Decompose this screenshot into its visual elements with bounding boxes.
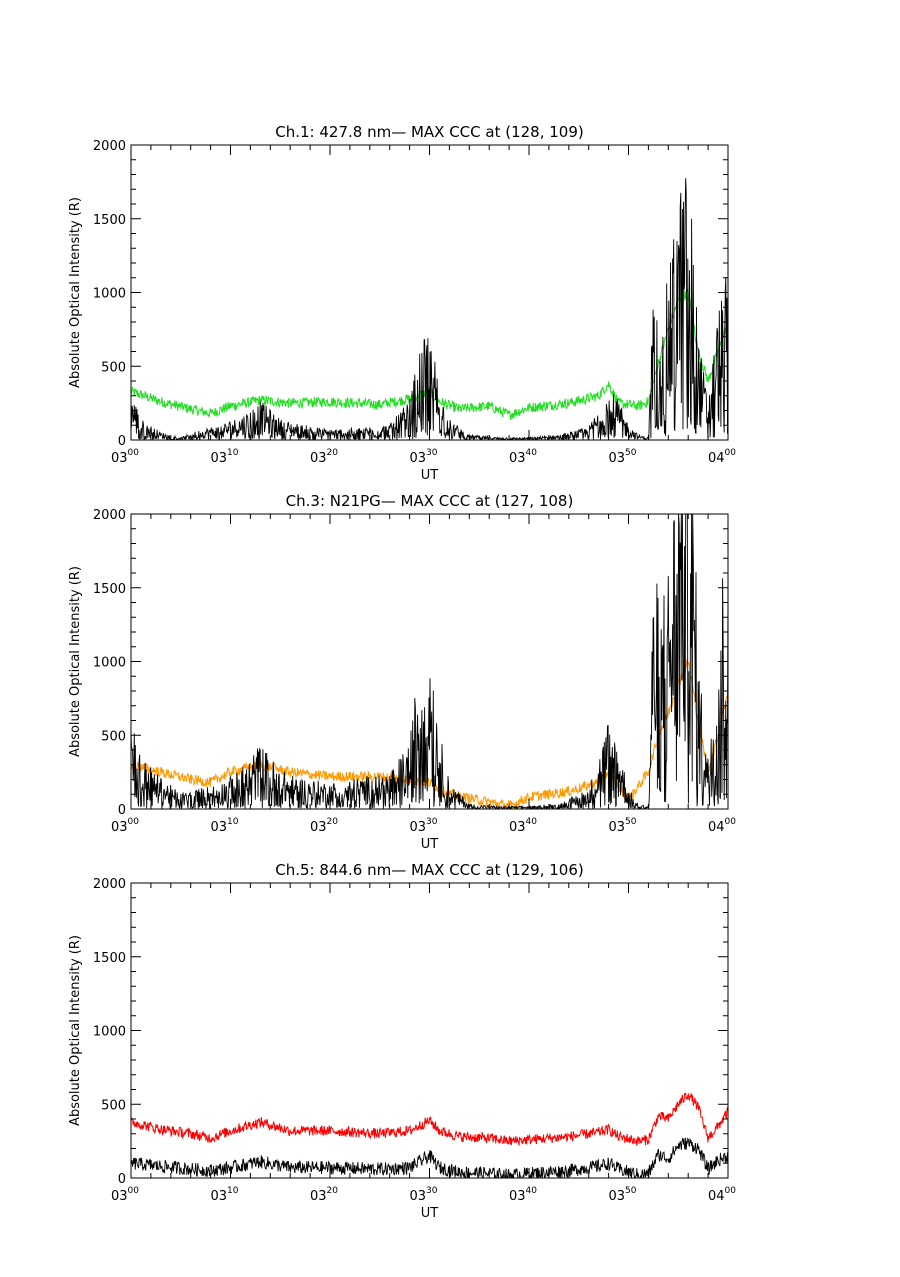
x-tick-label: 0340 [509, 817, 537, 835]
x-tick-label: 0310 [211, 1186, 239, 1204]
x-tick-hour: 03 [410, 451, 427, 466]
y-tick-label: 500 [101, 1098, 126, 1113]
x-tick-minute: 00 [725, 448, 737, 458]
x-tick-hour: 03 [211, 820, 228, 835]
x-tick-hour: 03 [509, 820, 526, 835]
y-tick-label: 1000 [93, 656, 126, 671]
x-tick-hour: 03 [310, 820, 327, 835]
plot-frame [130, 513, 729, 810]
y-tick-label: 2000 [93, 877, 126, 892]
x-tick-hour: 03 [111, 451, 128, 466]
x-tick-minute: 10 [227, 1186, 239, 1196]
x-tick-label: 0310 [211, 817, 239, 835]
y-tick-label: 500 [101, 360, 126, 375]
x-tick-label: 0330 [410, 1186, 438, 1204]
x-tick-label: 0330 [410, 817, 438, 835]
x-tick-hour: 04 [708, 1189, 725, 1204]
x-tick-label: 0400 [708, 448, 736, 466]
x-tick-hour: 03 [111, 820, 128, 835]
x-tick-minute: 20 [327, 448, 339, 458]
x-tick-hour: 03 [609, 820, 626, 835]
x-tick-minute: 00 [725, 1186, 737, 1196]
x-tick-label: 0350 [609, 817, 637, 835]
y-tick-label: 500 [101, 729, 126, 744]
x-tick-hour: 04 [708, 820, 725, 835]
x-tick-hour: 03 [509, 451, 526, 466]
x-tick-minute: 50 [625, 1186, 637, 1196]
fit-series-line-3 [131, 1092, 728, 1146]
y-axis-label: Absolute Optical Intensity (R) [68, 566, 83, 757]
x-tick-minute: 20 [327, 1186, 339, 1196]
y-tick-label: 1000 [93, 1025, 126, 1040]
x-tick-minute: 50 [625, 817, 637, 827]
x-tick-hour: 03 [111, 1189, 128, 1204]
x-tick-label: 0320 [310, 817, 338, 835]
x-tick-hour: 03 [211, 451, 228, 466]
y-tick-label: 1000 [93, 287, 126, 302]
x-tick-label: 0400 [708, 1186, 736, 1204]
x-tick-minute: 10 [227, 448, 239, 458]
x-tick-label: 0350 [609, 448, 637, 466]
y-tick-label: 1500 [93, 213, 126, 228]
x-tick-minute: 30 [426, 817, 438, 827]
x-tick-hour: 03 [310, 1189, 327, 1204]
x-tick-label: 0300 [111, 817, 139, 835]
x-tick-hour: 03 [509, 1189, 526, 1204]
x-tick-label: 0320 [310, 448, 338, 466]
y-tick-label: 1500 [93, 582, 126, 597]
chart-title: Ch.5: 844.6 nm— MAX CCC at (129, 106) [275, 861, 584, 879]
x-tick-hour: 03 [609, 451, 626, 466]
x-axis-label: UT [421, 468, 439, 483]
x-tick-minute: 30 [426, 448, 438, 458]
y-tick-label: 2000 [93, 139, 126, 154]
y-axis-label: Absolute Optical Intensity (R) [68, 197, 83, 388]
y-tick-label: 0 [118, 803, 126, 818]
x-tick-minute: 50 [625, 448, 637, 458]
raw-series-line-1 [131, 178, 728, 440]
x-tick-label: 0300 [111, 448, 139, 466]
x-tick-hour: 03 [410, 820, 427, 835]
x-tick-hour: 03 [310, 451, 327, 466]
x-tick-label: 0320 [310, 1186, 338, 1204]
x-axis-label: UT [421, 1206, 439, 1221]
x-tick-label: 0340 [509, 1186, 537, 1204]
x-tick-hour: 04 [708, 451, 725, 466]
x-tick-minute: 00 [725, 817, 737, 827]
y-axis-label: Absolute Optical Intensity (R) [68, 935, 83, 1126]
x-tick-label: 0330 [410, 448, 438, 466]
x-tick-minute: 00 [128, 817, 140, 827]
y-tick-label: 0 [118, 434, 126, 449]
x-tick-label: 0400 [708, 817, 736, 835]
y-tick-label: 1500 [93, 951, 126, 966]
x-tick-minute: 40 [526, 448, 538, 458]
x-tick-minute: 40 [526, 817, 538, 827]
x-tick-hour: 03 [211, 1189, 228, 1204]
chart-title: Ch.3: N21PG— MAX CCC at (127, 108) [286, 492, 574, 510]
x-tick-label: 0340 [509, 448, 537, 466]
x-axis-label: UT [421, 837, 439, 852]
raw-series-line-2 [131, 513, 728, 809]
y-tick-label: 0 [118, 1172, 126, 1187]
x-tick-minute: 40 [526, 1186, 538, 1196]
x-tick-label: 0350 [609, 1186, 637, 1204]
chart-title: Ch.1: 427.8 nm— MAX CCC at (128, 109) [275, 123, 584, 141]
y-tick-label: 2000 [93, 508, 126, 523]
x-tick-hour: 03 [410, 1189, 427, 1204]
x-tick-label: 0300 [111, 1186, 139, 1204]
x-tick-minute: 00 [128, 1186, 140, 1196]
x-tick-minute: 20 [327, 817, 339, 827]
x-tick-hour: 03 [609, 1189, 626, 1204]
x-tick-minute: 00 [128, 448, 140, 458]
x-tick-label: 0310 [211, 448, 239, 466]
x-tick-minute: 10 [227, 817, 239, 827]
x-tick-minute: 30 [426, 1186, 438, 1196]
